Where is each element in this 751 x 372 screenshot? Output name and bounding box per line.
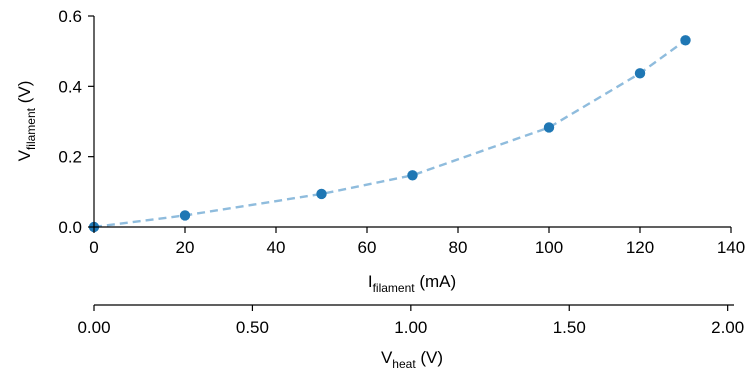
secondary-x-axis-label: Vheat (V) [381,348,443,371]
x-tick-label: 40 [267,238,286,257]
y-tick-label: 0.0 [58,218,82,237]
data-point [543,122,555,133]
secondary-x-ticks: 0.00 0.50 1.00 1.50 2.00 [77,305,744,337]
x-tick-label: 140 [717,238,745,257]
data-point [634,68,646,79]
x-tick-label: 120 [626,238,654,257]
y-axis-label: Vfilament (V) [15,81,38,162]
y-tick-label: 0.6 [58,7,82,26]
data-point [179,210,191,221]
secondary-x-tick-label: 2.00 [711,318,744,337]
secondary-x-tick-label: 0.00 [77,318,110,337]
secondary-x-tick-label: 1.00 [394,318,427,337]
x-tick-label: 80 [449,238,468,257]
x-tick-label: 20 [176,238,195,257]
secondary-x-tick-label: 1.50 [553,318,586,337]
x-tick-label: 60 [358,238,377,257]
y-tick-label: 0.2 [58,148,82,167]
x-tick-label: 0 [89,238,98,257]
x-tick-label: 100 [535,238,563,257]
data-point [680,35,691,46]
y-tick-label: 0.4 [58,77,82,96]
data-point [316,188,327,200]
series-line [93,39,687,229]
data-point [407,170,418,181]
x-ticks: 0 20 40 60 80 100 120 140 [89,227,745,257]
y-ticks: 0.0 0.2 0.4 0.6 [58,7,94,237]
plot-area [88,35,691,233]
x-axis-label: Ifilament (mA) [368,272,456,295]
secondary-x-tick-label: 0.50 [236,318,269,337]
